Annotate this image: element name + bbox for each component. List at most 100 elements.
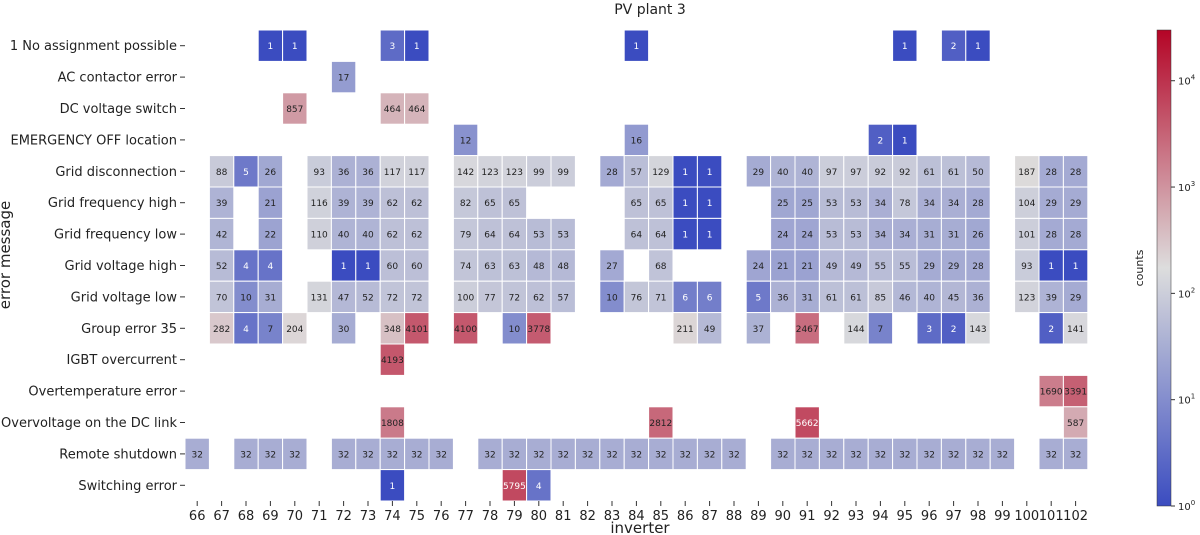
x-tick-label: 66 xyxy=(189,509,206,524)
cell-value-label: 3391 xyxy=(1064,388,1087,398)
heatmap-cell xyxy=(965,186,991,219)
cell-value-label: 100 xyxy=(457,293,474,303)
heatmap-cell xyxy=(257,155,284,188)
heatmap-cell xyxy=(477,280,503,314)
heatmap-cell xyxy=(965,249,991,282)
x-axis-label: inverter xyxy=(610,519,670,535)
x-tick-label: 72 xyxy=(335,509,352,524)
heatmap-cell xyxy=(916,312,942,345)
cell-value-label: 34 xyxy=(948,199,960,209)
cell-value-label: 32 xyxy=(826,450,837,460)
cell-value-label: 36 xyxy=(777,293,789,303)
cell-value-label: 1 xyxy=(414,42,420,52)
cell-value-label: 46 xyxy=(899,293,911,303)
cell-value-label: 42 xyxy=(216,231,227,241)
heatmap-cell xyxy=(940,217,967,251)
cell-value-label: 48 xyxy=(533,262,545,272)
cell-value-label: 24 xyxy=(801,231,813,241)
heatmap-cell xyxy=(379,437,406,471)
cell-value-label: 32 xyxy=(557,450,568,460)
heatmap-cell xyxy=(257,437,284,471)
y-tick-label: Grid frequency low xyxy=(54,228,177,243)
heatmap-cell xyxy=(599,437,625,471)
chart-title: PV plant 3 xyxy=(614,2,686,18)
x-tick-label: 98 xyxy=(970,509,987,524)
heatmap-cell xyxy=(233,312,259,345)
cell-value-label: 2 xyxy=(951,42,957,52)
heatmap-cell xyxy=(526,249,552,282)
cell-value-label: 32 xyxy=(289,450,300,460)
x-tick-label: 76 xyxy=(433,509,450,524)
heatmap-cell xyxy=(404,249,430,282)
heatmap-cell xyxy=(989,437,1016,471)
cell-value-label: 47 xyxy=(338,293,349,303)
heatmap-cell xyxy=(208,280,235,314)
heatmap-cell xyxy=(867,249,894,282)
cell-value-label: 53 xyxy=(826,199,837,209)
cell-value-label: 28 xyxy=(972,262,984,272)
heatmap-cell xyxy=(623,280,650,314)
heatmap-cell xyxy=(794,312,820,345)
x-tick-label: 89 xyxy=(750,509,767,524)
cell-value-label: 32 xyxy=(923,450,934,460)
y-tick-label: EMERGENCY OFF location xyxy=(10,133,177,148)
heatmap-cell xyxy=(428,437,454,471)
cell-value-label: 2812 xyxy=(649,419,672,429)
heatmap-cell xyxy=(379,155,406,188)
heatmap-cell xyxy=(623,217,650,251)
heatmap-cell xyxy=(940,312,967,345)
cell-value-label: 29 xyxy=(1045,199,1057,209)
heatmap-cell xyxy=(1038,374,1064,408)
heatmap-cell xyxy=(916,217,942,251)
heatmap-cell xyxy=(404,155,430,188)
cell-value-label: 5662 xyxy=(796,419,819,429)
heatmap-cell xyxy=(1062,217,1089,251)
cell-value-label: 65 xyxy=(509,199,520,209)
cell-value-label: 857 xyxy=(286,105,303,115)
heatmap-cell xyxy=(599,249,625,282)
y-tick-label: AC contactor error xyxy=(58,71,178,86)
cell-value-label: 60 xyxy=(387,262,399,272)
cell-value-label: 143 xyxy=(969,325,986,335)
heatmap-cell xyxy=(404,29,430,62)
cell-value-label: 4100 xyxy=(454,325,477,335)
cell-value-label: 68 xyxy=(655,262,667,272)
heatmap-cell xyxy=(330,155,357,188)
heatmap-cell xyxy=(501,155,528,188)
cell-value-label: 1 xyxy=(1073,262,1079,272)
heatmap-cell xyxy=(526,437,552,471)
cell-value-label: 88 xyxy=(216,168,228,178)
heatmap-cell xyxy=(1038,249,1064,282)
heatmap-cell xyxy=(892,249,918,282)
cell-value-label: 63 xyxy=(484,262,495,272)
heatmap-cell xyxy=(1062,312,1089,345)
heatmap-cell xyxy=(892,123,918,157)
cell-value-label: 32 xyxy=(606,450,617,460)
heatmap-cell xyxy=(745,312,772,345)
x-tick-label: 73 xyxy=(360,509,377,524)
cell-value-label: 28 xyxy=(1045,168,1057,178)
heatmap-cell xyxy=(1062,374,1089,408)
heatmap-cell xyxy=(452,217,479,251)
cell-value-label: 70 xyxy=(216,293,228,303)
cell-value-label: 32 xyxy=(948,450,959,460)
cell-value-label: 57 xyxy=(557,293,568,303)
heatmap-cell xyxy=(330,312,357,345)
cell-value-label: 464 xyxy=(408,105,425,115)
heatmap-cell xyxy=(257,249,284,282)
heatmap-cell xyxy=(404,312,430,345)
cell-value-label: 74 xyxy=(460,262,472,272)
heatmap-cell xyxy=(257,280,284,314)
cell-value-label: 53 xyxy=(826,231,837,241)
y-tick-label: Remote shutdown xyxy=(59,447,177,462)
cell-value-label: 34 xyxy=(875,231,887,241)
cell-value-label: 29 xyxy=(753,168,765,178)
cell-value-label: 32 xyxy=(387,450,398,460)
heatmap-cell xyxy=(721,437,747,471)
cell-value-label: 1 xyxy=(682,168,688,178)
heatmap-cell xyxy=(892,217,918,251)
cell-value-label: 61 xyxy=(850,293,861,303)
cell-value-label: 62 xyxy=(411,199,422,209)
cell-value-label: 52 xyxy=(216,262,227,272)
